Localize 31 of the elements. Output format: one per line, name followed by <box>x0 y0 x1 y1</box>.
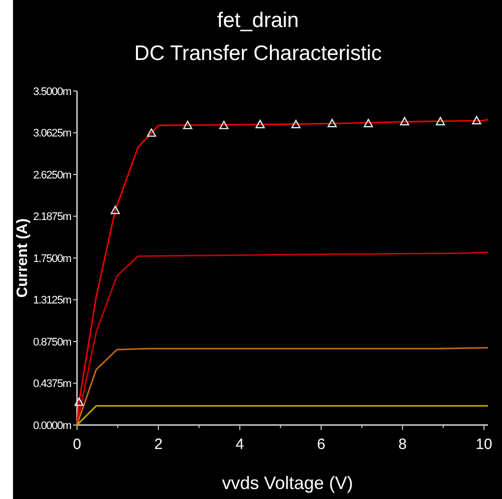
point <box>291 120 301 128</box>
x-tick-label: 8 <box>398 436 407 453</box>
x-tick-label: 6 <box>316 436 326 453</box>
point <box>219 120 228 130</box>
point <box>328 118 337 128</box>
y-tick-label: 3.0625m <box>33 128 72 140</box>
y-tick-label: 1.7500m <box>33 252 72 265</box>
x-axis-title: vvds Voltage (V) <box>222 473 354 493</box>
point <box>110 206 120 214</box>
y-tick-label: 0.4375m <box>33 378 72 390</box>
chart-subtitle: DC Transfer Characteristic <box>134 42 382 65</box>
y-tick-label: 2.6250m <box>33 169 72 182</box>
point <box>436 116 445 126</box>
x-tick-label: 0 <box>72 436 82 453</box>
point <box>256 120 265 128</box>
point <box>74 397 84 406</box>
point <box>183 120 192 130</box>
y-tick-label: 2.1875m <box>33 211 72 224</box>
point <box>472 116 482 124</box>
y-tick-label: 0.0000m <box>33 420 72 432</box>
point <box>364 118 373 128</box>
y-tick-label: 1.3125m <box>33 294 72 307</box>
point <box>146 128 156 137</box>
x-tick-label: 4 <box>236 436 244 453</box>
y-tick-label: 3.5000m <box>33 86 72 98</box>
x-tick-label: 2 <box>154 436 163 453</box>
x-tick-label: 10 <box>476 436 492 453</box>
point <box>400 116 410 126</box>
y-axis-title: Current (A) <box>14 218 31 298</box>
y-tick-label: 0.8750m <box>33 336 72 348</box>
chart-title: fet_drain <box>217 9 299 32</box>
